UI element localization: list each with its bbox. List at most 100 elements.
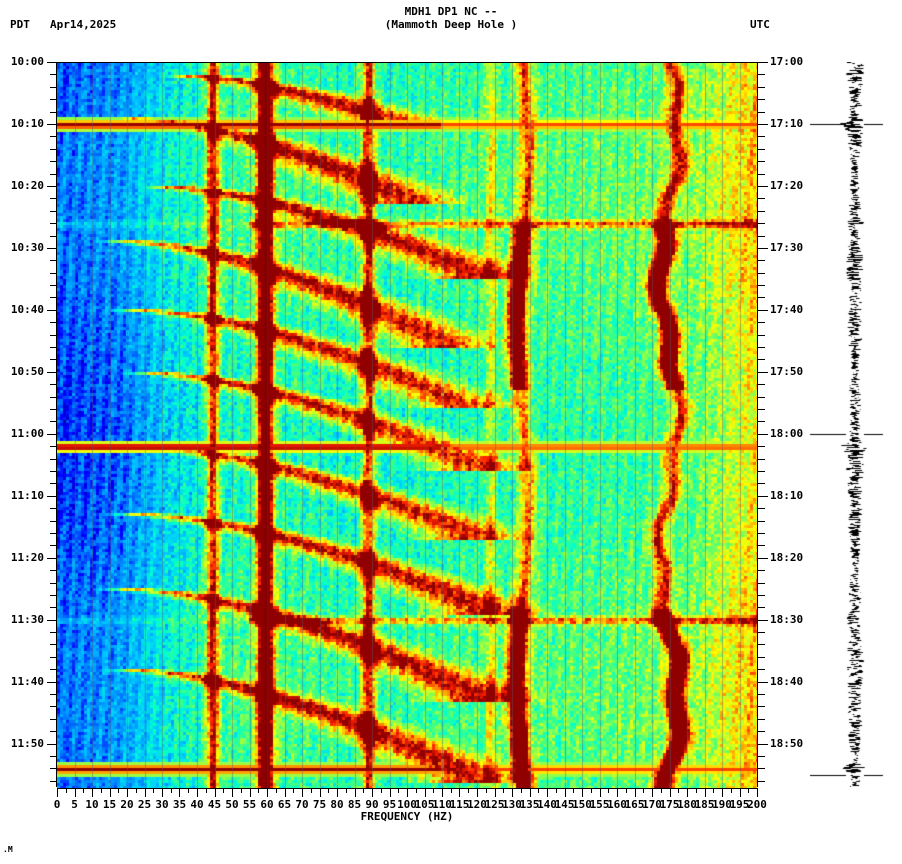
freq-tick-minor	[591, 788, 592, 793]
freq-label: 75	[312, 798, 327, 811]
freq-tick-minor	[713, 788, 714, 793]
freq-tick-major	[635, 788, 636, 797]
time-tick-minor-left	[50, 607, 57, 608]
freq-tick-major	[75, 788, 76, 797]
time-tick-minor-left	[50, 273, 57, 274]
freq-label: 20	[120, 798, 134, 811]
time-tick-major-right	[758, 682, 768, 683]
freq-label: 125	[484, 798, 505, 811]
freq-label: 35	[172, 798, 187, 811]
time-tick-minor-right	[758, 508, 765, 509]
freq-label: 70	[295, 798, 309, 811]
time-tick-minor-right	[758, 149, 765, 150]
freq-tick-major	[547, 788, 548, 797]
time-tick-minor-left	[50, 347, 57, 348]
freq-tick-major	[285, 788, 286, 797]
time-tick-minor-right	[758, 731, 765, 732]
time-tick-minor-left	[50, 223, 57, 224]
time-tick-minor-right	[758, 768, 765, 769]
freq-tick-minor	[101, 788, 102, 793]
freq-tick-major	[320, 788, 321, 797]
time-tick-minor-left	[50, 644, 57, 645]
freq-label: 195	[729, 798, 750, 811]
freq-tick-major	[530, 788, 531, 797]
time-tick-minor-right	[758, 545, 765, 546]
time-label-left: 11:20	[10, 550, 44, 564]
freq-tick-major	[337, 788, 338, 797]
freq-tick-major	[705, 788, 706, 797]
time-tick-major-left	[47, 62, 57, 63]
freq-tick-major	[687, 788, 688, 797]
freq-tick-minor	[83, 788, 84, 793]
freq-label: 5	[71, 798, 78, 811]
time-tick-minor-left	[50, 768, 57, 769]
freq-tick-major	[179, 788, 180, 797]
time-tick-minor-left	[50, 570, 57, 571]
time-tick-minor-right	[758, 161, 765, 162]
header-timezone-right: UTC	[750, 18, 770, 31]
freq-tick-major	[372, 788, 373, 797]
time-label-left: 10:20	[10, 178, 44, 192]
time-tick-minor-right	[758, 644, 765, 645]
freq-tick-minor	[626, 788, 627, 793]
freq-tick-minor	[381, 788, 382, 793]
time-tick-minor-left	[50, 297, 57, 298]
freq-tick-major	[617, 788, 618, 797]
freq-label: 155	[589, 798, 610, 811]
freq-label: 185	[694, 798, 715, 811]
freq-label: 50	[225, 798, 239, 811]
time-tick-minor-left	[50, 508, 57, 509]
time-tick-minor-right	[758, 112, 765, 113]
freq-label: 140	[537, 798, 557, 811]
time-tick-minor-right	[758, 521, 765, 522]
freq-tick-major	[390, 788, 391, 797]
time-tick-minor-right	[758, 570, 765, 571]
time-label-left: 10:00	[10, 55, 44, 68]
freq-tick-minor	[188, 788, 189, 793]
freq-tick-minor	[521, 788, 522, 793]
time-tick-major-right	[758, 310, 768, 311]
time-tick-minor-left	[50, 781, 57, 782]
freq-tick-minor	[696, 788, 697, 793]
time-tick-major-left	[47, 248, 57, 249]
freq-tick-major	[162, 788, 163, 797]
freq-tick-major	[757, 788, 758, 797]
frequency-axis-title: FREQUENCY (HZ)	[360, 810, 454, 823]
freq-tick-major	[600, 788, 601, 797]
freq-tick-minor	[573, 788, 574, 793]
time-tick-major-left	[47, 682, 57, 683]
time-tick-minor-right	[758, 409, 765, 410]
time-tick-minor-left	[50, 446, 57, 447]
freq-tick-major	[250, 788, 251, 797]
time-tick-major-right	[758, 744, 768, 745]
time-tick-minor-right	[758, 223, 765, 224]
freq-tick-minor	[748, 788, 749, 793]
time-tick-minor-left	[50, 397, 57, 398]
freq-tick-minor	[66, 788, 67, 793]
time-axis-left-spine	[56, 62, 57, 787]
freq-tick-minor	[276, 788, 277, 793]
freq-tick-major	[459, 788, 460, 797]
time-tick-minor-left	[50, 483, 57, 484]
time-tick-major-left	[47, 496, 57, 497]
freq-label: 65	[277, 798, 292, 811]
time-tick-minor-right	[758, 756, 765, 757]
freq-label: 30	[155, 798, 169, 811]
freq-label: 25	[137, 798, 152, 811]
freq-label: 130	[502, 798, 522, 811]
freq-label: 60	[260, 798, 274, 811]
time-tick-major-left	[47, 434, 57, 435]
freq-tick-minor	[608, 788, 609, 793]
time-tick-minor-right	[758, 781, 765, 782]
time-tick-minor-left	[50, 583, 57, 584]
spectrogram-plot[interactable]	[57, 62, 757, 789]
time-tick-minor-left	[50, 459, 57, 460]
time-tick-major-left	[47, 124, 57, 125]
time-tick-minor-left	[50, 421, 57, 422]
freq-tick-major	[215, 788, 216, 797]
time-tick-major-left	[47, 372, 57, 373]
freq-tick-minor	[171, 788, 172, 793]
time-label-left: 10:40	[10, 302, 44, 316]
time-tick-minor-right	[758, 706, 765, 707]
